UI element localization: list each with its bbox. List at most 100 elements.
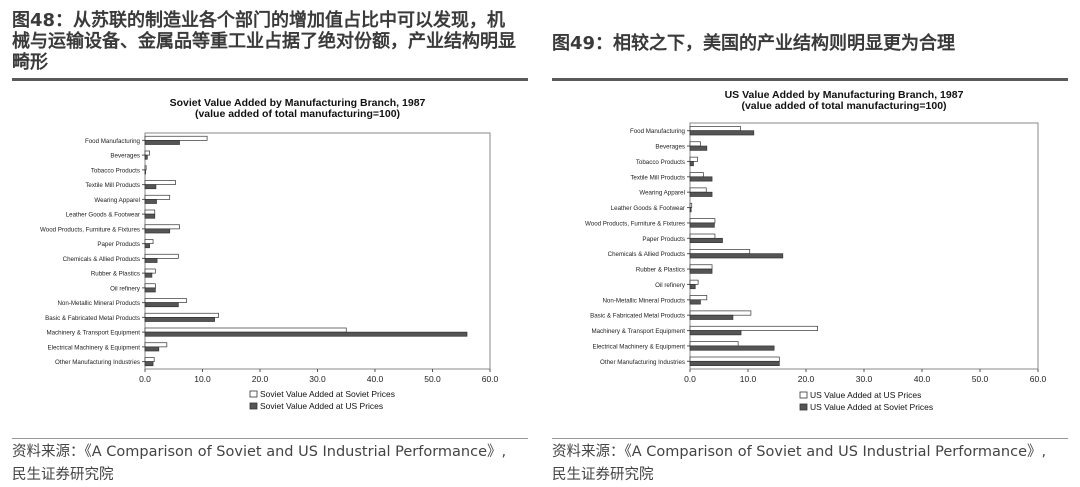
soviet-bar-series2: [144, 317, 215, 322]
us-bar-series2: [689, 253, 784, 259]
us-x-tick-label: 10.0: [740, 374, 757, 384]
soviet-category-label: Wood Products, Furniture & Fixtures: [40, 226, 140, 233]
us-bar-series1: [689, 356, 780, 362]
us-category-label: Machinery & Transport Equipment: [591, 328, 685, 335]
us-category-label: Food Manufacturing: [630, 128, 686, 135]
us-bar-series2: [689, 237, 723, 243]
us-bar-chart: US Value Added by Manufacturing Branch, …: [585, 89, 1047, 412]
us-bar-series2: [689, 161, 694, 167]
left-source-note: 资料来源：《A Comparison of Soviet and US Indu…: [12, 438, 528, 487]
us-bar-series2: [689, 130, 755, 136]
soviet-bar-series1: [144, 327, 347, 333]
us-category-label: Textile Mill Products: [630, 174, 685, 181]
us-bar-series1: [689, 141, 701, 147]
soviet-bar-series2: [144, 287, 156, 293]
soviet-category-label: Basic & Fabricated Metal Products: [45, 315, 140, 322]
soviet-bar-series2: [144, 302, 179, 308]
soviet-bar-series2: [144, 272, 153, 278]
soviet-legend-label: Soviet Value Added at US Prices: [260, 401, 383, 411]
soviet-bar-series2: [144, 213, 156, 219]
us-category-label: Rubber & Plastics: [636, 267, 685, 274]
soviet-bar-series2: [144, 154, 148, 160]
us-bar-series2: [689, 176, 713, 182]
soviet-bar-series1: [144, 283, 156, 289]
soviet-bar-series1: [144, 342, 168, 348]
us-bar-series2: [689, 299, 701, 305]
us-bar-series1: [689, 279, 699, 285]
us-x-tick-label: 20.0: [798, 374, 815, 384]
us-legend-label: US Value Added at Soviet Prices: [810, 402, 933, 412]
soviet-bar-series2: [144, 258, 158, 263]
soviet-category-label: Beverages: [110, 153, 140, 160]
soviet-category-label: Machinery & Transport Equipment: [46, 330, 140, 337]
soviet-bar-series2: [144, 199, 157, 204]
us-category-label: Beverages: [655, 144, 685, 151]
soviet-bar-series1: [144, 312, 219, 318]
us-legend-label: US Value Added at US Prices: [810, 390, 921, 400]
us-bar-series2: [689, 314, 734, 320]
us-bar-series1: [689, 126, 741, 132]
soviet-bar-series1: [144, 268, 156, 274]
soviet-x-tick-label: 60.0: [482, 374, 499, 384]
us-bar-series2: [689, 330, 742, 336]
soviet-bar-series2: [144, 243, 150, 249]
soviet-category-label: Textile Mill Products: [85, 182, 140, 189]
soviet-bar-series2: [144, 169, 146, 175]
soviet-category-label: Chemicals & Allied Products: [63, 256, 140, 263]
soviet-bar-series1: [144, 209, 156, 215]
soviet-x-tick-label: 40.0: [367, 374, 384, 384]
soviet-bar-series2: [144, 228, 171, 234]
right-source-note: 资料来源：《A Comparison of Soviet and US Indu…: [552, 438, 1068, 487]
soviet-bar-series1: [144, 165, 147, 171]
us-category-label: Other Manufacturing Industries: [600, 359, 685, 366]
soviet-bar-series1: [144, 150, 150, 156]
soviet-legend-swatch: [249, 402, 258, 410]
us-x-tick-label: 40.0: [914, 374, 931, 384]
us-bar-series2: [689, 268, 713, 274]
right-figure-heading: 图49：相较之下，美国的产业结构则明显更为合理: [552, 33, 956, 54]
soviet-bar-series1: [144, 224, 180, 230]
soviet-category-label: Wearing Apparel: [94, 197, 140, 204]
soviet-legend-label: Soviet Value Added at Soviet Prices: [260, 389, 395, 399]
soviet-bar-series1: [144, 357, 155, 362]
us-category-label: Non-Metallic Mineral Products: [602, 297, 685, 304]
us-bar-series1: [689, 187, 707, 193]
soviet-category-label: Food Manufacturing: [85, 138, 141, 145]
us-x-tick-label: 50.0: [972, 374, 989, 384]
us-bar-series1: [689, 172, 704, 178]
soviet-category-label: Oil refinery: [110, 285, 141, 292]
us-bar-series2: [689, 360, 780, 366]
us-x-tick-label: 0.0: [684, 374, 696, 384]
soviet-bar-series2: [144, 331, 468, 337]
soviet-bar-chart: Soviet Value Added by Manufacturing Bran…: [40, 97, 499, 411]
us-bar-series2: [689, 222, 715, 228]
right-heading-rule: [552, 78, 1068, 81]
us-bar-series1: [689, 218, 716, 224]
soviet-category-label: Electrical Machinery & Equipment: [47, 344, 140, 351]
us-chart-title: US Value Added by Manufacturing Branch, …: [725, 89, 964, 101]
soviet-bar-series1: [144, 253, 179, 259]
soviet-bar-series2: [144, 184, 157, 190]
us-bar-series1: [689, 233, 716, 239]
soviet-x-tick-label: 20.0: [252, 374, 269, 384]
us-plot-frame: [689, 122, 1039, 370]
soviet-x-tick-label: 30.0: [309, 374, 326, 384]
soviet-legend-swatch: [249, 390, 258, 398]
us-category-label: Oil refinery: [655, 282, 686, 289]
soviet-x-tick-label: 10.0: [194, 374, 211, 384]
us-chart-subtitle: (value added of total manufacturing=100): [741, 100, 946, 112]
us-legend-swatch: [799, 403, 808, 411]
us-x-tick-label: 60.0: [1030, 374, 1047, 384]
right-source-line2: 民生证券研究院: [552, 467, 654, 483]
soviet-bar-series2: [144, 361, 154, 367]
soviet-bar-series1: [144, 194, 171, 200]
us-bar-series1: [689, 341, 739, 347]
us-bar-series1: [689, 325, 818, 331]
us-bar-series2: [689, 207, 692, 213]
soviet-category-label: Paper Products: [97, 241, 140, 248]
soviet-chart-title: Soviet Value Added by Manufacturing Bran…: [170, 97, 426, 109]
left-source-line2: 民生证券研究院: [12, 467, 114, 483]
us-bar-series1: [689, 202, 693, 208]
us-category-label: Paper Products: [642, 236, 685, 243]
soviet-bar-series1: [144, 298, 187, 303]
